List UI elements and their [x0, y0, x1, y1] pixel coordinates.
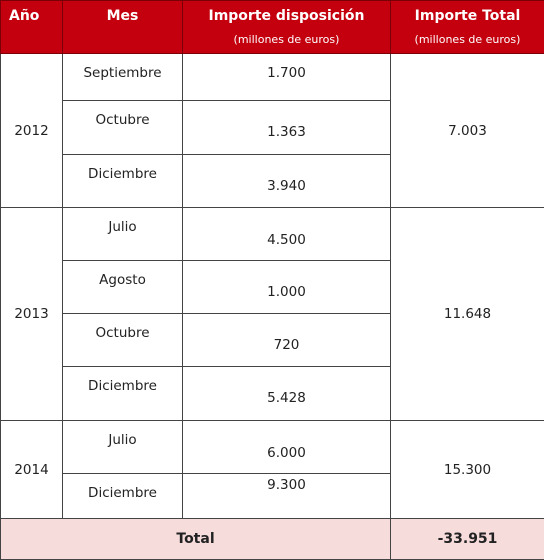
header-anio: Año: [1, 1, 63, 54]
year-total-cell: 11.648: [391, 208, 544, 421]
table-row: 2013 Julio 4.500 11.648: [1, 208, 544, 261]
header-mes: Mes: [63, 1, 183, 54]
amount-cell: 1.700: [183, 54, 391, 101]
year-total-cell: 15.300: [391, 421, 544, 519]
month-cell: Octubre: [63, 314, 183, 367]
amount-cell: 720: [183, 314, 391, 367]
amount-value: 720: [183, 314, 390, 353]
amount-value: 5.428: [183, 367, 390, 406]
header-importe-disposicion-label: Importe disposición: [183, 1, 390, 24]
month-cell: Octubre: [63, 101, 183, 155]
month-cell: Diciembre: [63, 155, 183, 208]
amount-value: 3.940: [183, 155, 390, 194]
header-importe-disposicion-unit: (millones de euros): [183, 33, 390, 46]
amount-cell: 1.363: [183, 101, 391, 155]
table-row: 2012 Septiembre 1.700 7.003: [1, 54, 544, 101]
amount-cell: 4.500: [183, 208, 391, 261]
total-label: Total: [1, 519, 391, 560]
header-row: Año Mes Importe disposición (millones de…: [1, 1, 544, 54]
header-importe-disposicion: Importe disposición (millones de euros): [183, 1, 391, 54]
amount-value: 6.000: [183, 421, 390, 461]
amount-value: 1.000: [183, 261, 390, 300]
amount-cell: 5.428: [183, 367, 391, 421]
month-cell: Septiembre: [63, 54, 183, 101]
year-cell: 2013: [1, 208, 63, 421]
header-importe-total: Importe Total (millones de euros): [391, 1, 544, 54]
month-cell: Julio: [63, 421, 183, 474]
month-cell: Diciembre: [63, 367, 183, 421]
year-total-cell: 7.003: [391, 54, 544, 208]
month-cell: Diciembre: [63, 474, 183, 519]
amount-cell: 3.940: [183, 155, 391, 208]
amount-cell: 6.000: [183, 421, 391, 474]
total-row: Total -33.951: [1, 519, 544, 560]
amount-value: 4.500: [183, 208, 390, 248]
amount-cell: 9.300: [183, 474, 391, 519]
header-mes-label: Mes: [63, 1, 182, 24]
month-cell: Agosto: [63, 261, 183, 314]
header-importe-total-label: Importe Total: [391, 1, 544, 24]
month-cell: Julio: [63, 208, 183, 261]
year-cell: 2012: [1, 54, 63, 208]
total-value: -33.951: [391, 519, 544, 560]
amount-cell: 1.000: [183, 261, 391, 314]
table-row: 2014 Julio 6.000 15.300: [1, 421, 544, 474]
header-importe-total-unit: (millones de euros): [391, 33, 544, 46]
amount-value: 9.300: [183, 474, 390, 493]
header-anio-label: Año: [9, 1, 62, 24]
year-cell: 2014: [1, 421, 63, 519]
amount-value: 1.700: [183, 54, 390, 81]
amount-value: 1.363: [183, 101, 390, 140]
